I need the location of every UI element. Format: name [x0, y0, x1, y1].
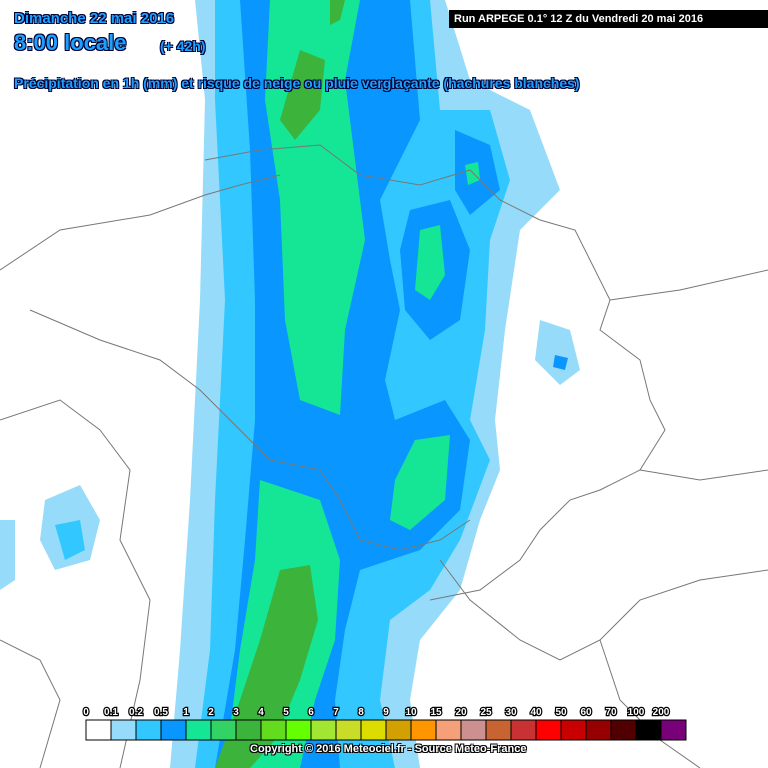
legend-label: 40: [530, 707, 542, 718]
legend-swatch: [160, 719, 187, 741]
legend-swatch: [435, 719, 462, 741]
legend-swatch: [210, 719, 237, 741]
legend-label: 4: [258, 707, 264, 718]
date: Dimanche 22 mai 2016: [14, 10, 175, 27]
legend-swatch: [85, 719, 112, 741]
legend-swatch: [385, 719, 412, 741]
legend-label: 3: [233, 707, 239, 718]
legend-label: 8: [358, 707, 364, 718]
legend-swatch: [635, 719, 662, 741]
legend-label: 0.5: [154, 707, 168, 718]
borders: [0, 144, 768, 768]
legend-label: 30: [505, 707, 517, 718]
legend-label: 1: [183, 707, 189, 718]
legend-swatch: [560, 719, 587, 741]
legend-swatch: [485, 719, 512, 741]
legend-swatch: [360, 719, 387, 741]
legend-swatch: [585, 719, 612, 741]
legend-swatch: [285, 719, 312, 741]
legend-label: 2: [208, 707, 214, 718]
legend-swatch: [135, 719, 162, 741]
legend-label: 10: [405, 707, 417, 718]
legend-label: 20: [455, 707, 467, 718]
legend-swatch: [310, 719, 337, 741]
legend-swatch: [610, 719, 637, 741]
legend: 0 0.1 0.2 0.5 1 2 3 4 5 6 7 8 9 10 15 20 25 30 40 50 60 70 100…: [82, 706, 687, 741]
copyright: Copyright © 2016 Meteociel.fr - Source M…: [250, 743, 527, 755]
legend-label: 60: [580, 707, 592, 718]
subtitle: Précipitation en 1h (mm) et risque de ne…: [14, 75, 580, 91]
legend-label: 0.2: [129, 707, 143, 718]
legend-swatch: [660, 719, 687, 741]
legend-swatch: [460, 719, 487, 741]
legend-label: 200: [653, 707, 670, 718]
legend-swatch: [510, 719, 537, 741]
lead-time: (+ 42h): [160, 38, 206, 54]
legend-swatch: [110, 719, 137, 741]
legend-label: 70: [605, 707, 617, 718]
legend-label: 0.1: [104, 707, 118, 718]
legend-label: 7: [333, 707, 339, 718]
legend-label: 15: [430, 707, 442, 718]
legend-swatch: [260, 719, 287, 741]
legend-label: 9: [383, 707, 389, 718]
legend-swatch: [335, 719, 362, 741]
run-info: Run ARPEGE 0.1° 12 Z du Vendredi 20 mai …: [449, 10, 768, 28]
legend-label: 50: [555, 707, 567, 718]
legend-label: 5: [283, 707, 289, 718]
legend-swatch: [235, 719, 262, 741]
legend-swatch: [535, 719, 562, 741]
legend-label: 100: [628, 707, 645, 718]
legend-label: 0: [83, 707, 89, 718]
legend-label: 25: [480, 707, 492, 718]
precip-dark-green: [215, 0, 345, 768]
legend-swatch: [410, 719, 437, 741]
legend-swatch: [185, 719, 212, 741]
legend-label: 6: [308, 707, 314, 718]
time: 8:00 locale: [14, 30, 127, 55]
